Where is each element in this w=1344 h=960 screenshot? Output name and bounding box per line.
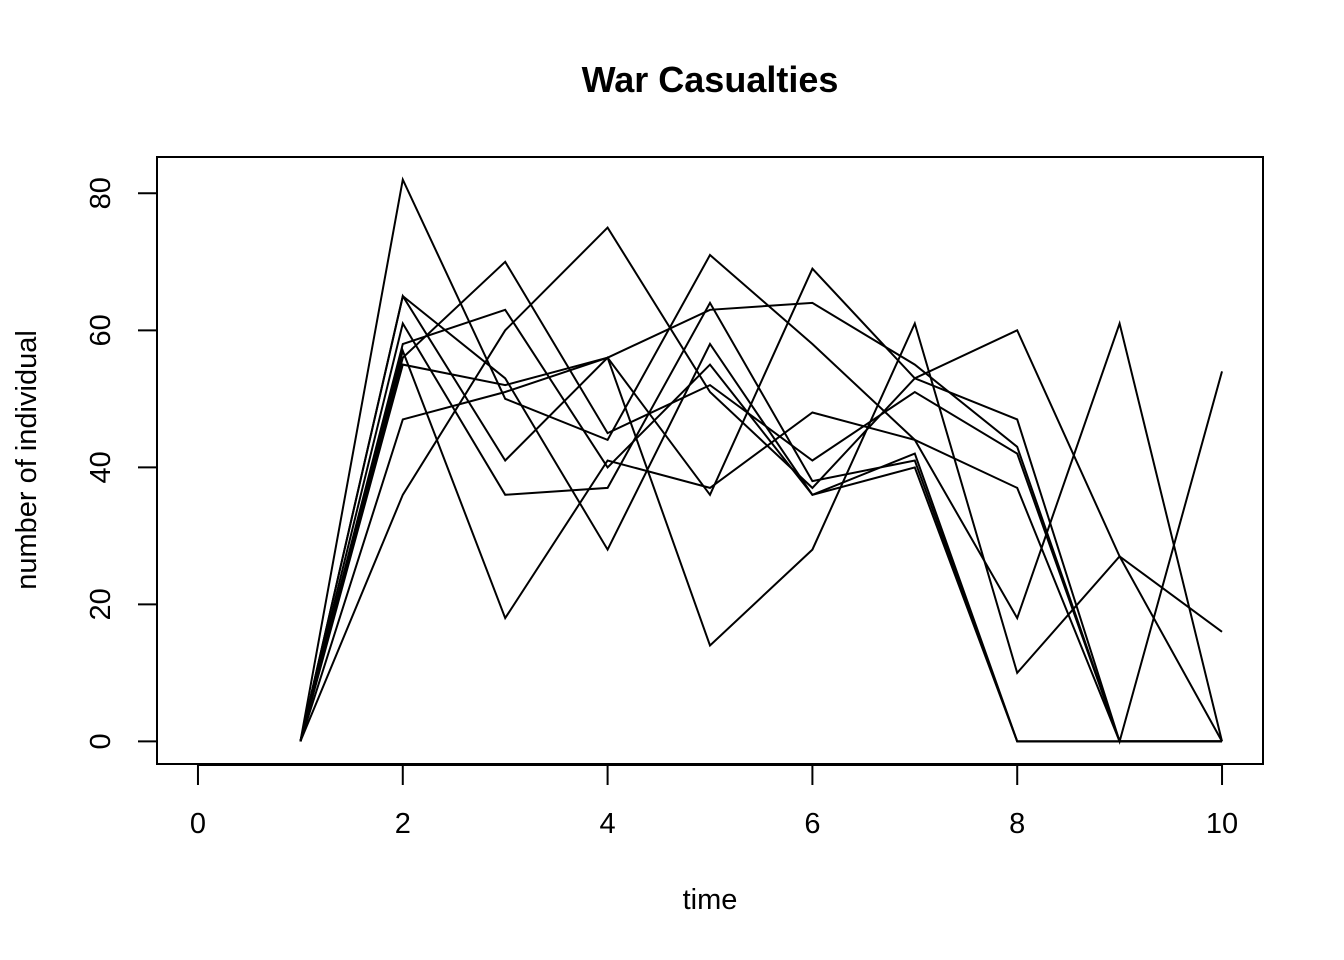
series-line-9 (299, 319, 1223, 742)
chart-title: War Casualties (582, 59, 839, 100)
series-line-4 (299, 300, 1222, 743)
y-tick-label: 0 (85, 733, 117, 749)
x-axis-label: time (683, 884, 738, 916)
series-line-3 (299, 294, 1222, 743)
x-tick-label: 2 (395, 808, 411, 840)
series-line-8 (299, 226, 1223, 745)
x-axis: 0 2 4 6 8 10 (190, 764, 1238, 840)
y-tick-label: 80 (85, 177, 117, 209)
y-axis-label: number of individual (11, 330, 43, 590)
series-line-6 (299, 260, 1222, 743)
series-line-10 (299, 320, 1223, 742)
series-line-5 (299, 308, 1222, 743)
series-line-7 (299, 301, 1222, 743)
y-tick-label: 60 (85, 314, 117, 346)
x-tick-label: 6 (804, 808, 820, 840)
series-group (299, 176, 1223, 745)
x-tick-label: 0 (190, 808, 206, 840)
series-line-1 (299, 176, 1222, 743)
y-tick-label: 20 (85, 588, 117, 620)
series-line-2 (299, 266, 1223, 742)
x-tick-label: 4 (600, 808, 616, 840)
x-tick-label: 10 (1206, 808, 1238, 840)
y-tick-label: 40 (85, 451, 117, 483)
x-tick-label: 8 (1009, 808, 1025, 840)
y-axis: 0 20 40 60 80 (85, 177, 158, 749)
